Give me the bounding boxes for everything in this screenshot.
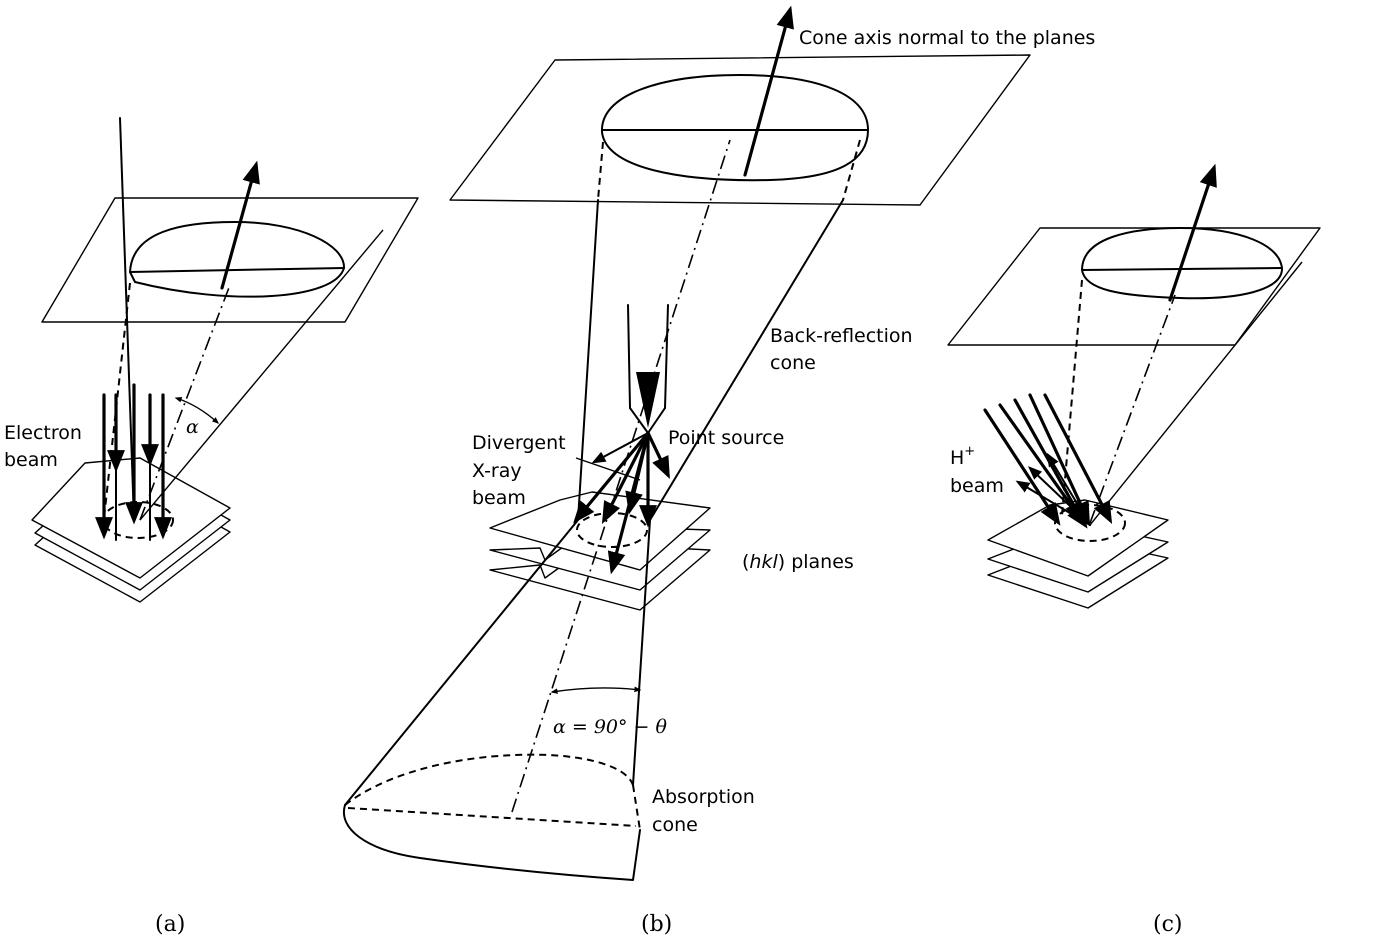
panel-a-electron-beam-arrows <box>95 383 172 541</box>
panel-a-electron-label-2: beam <box>4 449 58 471</box>
panel-b-point-source-label: Point source <box>668 427 784 449</box>
panel-b: Cone axis normal to the planes <box>342 5 1095 937</box>
panel-c-h-beam-label-1: H+ <box>950 444 975 469</box>
panel-a-caption: (a) <box>155 912 185 937</box>
panel-c-film-plane <box>947 227 1321 346</box>
panel-b-absorption-label-1: Absorption <box>652 786 755 808</box>
panel-b-back-reflection-label-2: cone <box>770 352 816 374</box>
panel-c-h-beam-label-2: beam <box>950 475 1004 497</box>
panel-b-film-plane <box>449 54 1031 206</box>
panel-b-absorption-label-2: cone <box>652 814 698 836</box>
panel-b-absorption-cone <box>342 519 651 881</box>
panel-b-normal-arrow <box>743 5 794 177</box>
panel-b-hkl-label: (hkl) planes <box>742 551 854 573</box>
panel-b-divergent-rays <box>573 431 670 575</box>
panel-c-h-beam-arrows <box>983 393 1113 529</box>
panel-b-crystal-planes <box>489 491 711 611</box>
panel-c-crystal-planes <box>987 499 1169 609</box>
panel-b-cone-base <box>600 74 869 182</box>
panel-b-divergent-label-2: X-ray <box>472 460 522 482</box>
panel-c-cone <box>1061 261 1303 526</box>
panel-a-cone-axis <box>139 284 231 521</box>
panel-b-divergent-label-3: beam <box>472 487 526 509</box>
panel-a-electron-label-1: Electron <box>4 422 82 444</box>
panel-a-crystal-planes <box>31 457 231 603</box>
panel-c-cone-axis <box>1089 294 1176 524</box>
panel-b-back-reflection-cone <box>577 139 861 521</box>
panel-b-alpha-formula: α = 90° − θ <box>553 716 668 738</box>
panel-b-beam-wedge <box>636 372 660 428</box>
panel-b-back-reflection-pointer <box>575 457 641 481</box>
panel-a-normal-arrow <box>220 160 260 290</box>
panel-b-source-housing <box>627 304 669 434</box>
panel-a-incident-ray <box>119 117 135 521</box>
panel-b-cone-axis <box>511 139 731 813</box>
panel-b-cone-axis-label: Cone axis normal to the planes <box>799 27 1095 49</box>
panel-c-caption: (c) <box>1153 912 1183 937</box>
panel-c: H+ beam (c) <box>947 163 1321 937</box>
panel-a-alpha-arc <box>174 397 220 424</box>
panel-a-cone-base <box>129 221 346 298</box>
panel-a-film-plane <box>41 197 419 323</box>
panel-b-caption: (b) <box>641 912 672 937</box>
panel-b-divergent-label-1: Divergent <box>472 432 566 454</box>
panel-b-back-reflection-label-1: Back-reflection <box>770 325 913 347</box>
panel-b-alpha-arc <box>550 686 642 694</box>
panel-a-alpha-label: α <box>186 416 199 438</box>
panel-c-normal-arrow <box>1168 163 1217 302</box>
panel-a: α Electron beam (a) <box>4 117 419 937</box>
